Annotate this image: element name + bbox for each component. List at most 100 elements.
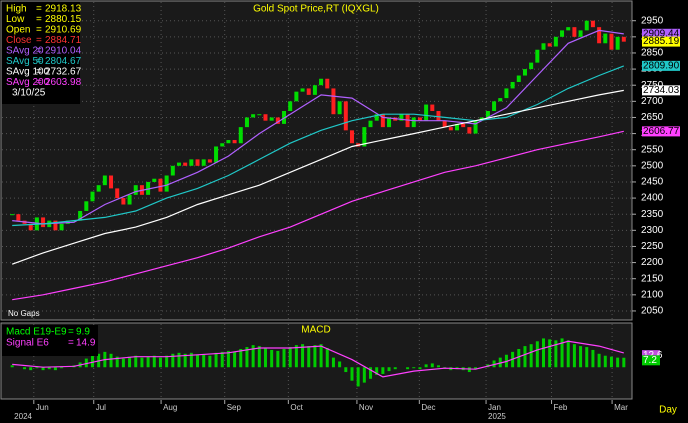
x-tick-label: Nov — [359, 403, 373, 412]
legend-value: 2910.69 — [45, 25, 82, 36]
candle-body — [133, 185, 138, 195]
candle-body — [269, 117, 274, 121]
candle-body — [399, 114, 404, 121]
x-tick-label: Feb — [554, 403, 568, 412]
candle-body — [485, 110, 490, 118]
candle-body — [590, 20, 595, 28]
candle-body — [146, 181, 151, 195]
candle-body — [84, 201, 89, 211]
macd-bar — [140, 357, 144, 368]
macd-bar — [319, 344, 323, 368]
macd-bar — [233, 351, 237, 368]
legend-value: 14.9 — [76, 338, 96, 349]
legend-value: 2880.15 — [45, 14, 82, 25]
candle-body — [16, 214, 21, 221]
legend-value: 2732.67 — [45, 67, 82, 78]
price-marker-label: 2909.44 — [643, 28, 680, 39]
candle-body — [461, 123, 466, 128]
candle-body — [424, 104, 429, 121]
macd-bar — [548, 339, 552, 368]
candle-body — [510, 81, 515, 89]
macd-bar — [591, 349, 595, 368]
price-marker-label: 2734.03 — [643, 85, 680, 96]
candle-body — [603, 33, 608, 44]
macd-bar — [566, 340, 570, 368]
candle-body — [176, 162, 181, 166]
macd-bar — [325, 348, 329, 368]
line — [12, 65, 625, 227]
macd-bar — [362, 367, 366, 383]
x-label: Day — [659, 405, 677, 416]
y-tick-label: 2500 — [641, 160, 664, 171]
legend-label: Close — [6, 35, 32, 46]
y-tick-label: 2650 — [641, 112, 664, 123]
candle-body — [430, 104, 435, 111]
legend-sep: = — [36, 35, 42, 46]
candle-body — [28, 223, 33, 231]
candle-body — [566, 27, 571, 31]
candle-body — [78, 210, 83, 221]
candle-body — [207, 159, 212, 163]
x-tick-label: Mar — [614, 403, 628, 412]
legend-label: Signal E6 — [6, 338, 49, 349]
macd-bar — [165, 355, 169, 368]
x-tick-label: Oct — [290, 403, 303, 412]
macd-bar — [523, 346, 527, 368]
macd-marker-label: 12.6 — [643, 350, 663, 361]
note: No Gaps — [8, 309, 40, 318]
candle-body — [214, 146, 219, 163]
macd-bar — [535, 341, 539, 368]
candle-body — [584, 20, 589, 31]
candle-body — [615, 36, 620, 50]
y-tick-label: 2700 — [641, 96, 664, 107]
price-panel — [0, 0, 633, 321]
candle-body — [547, 43, 552, 47]
candle-body — [275, 117, 280, 124]
candle-body — [417, 117, 422, 121]
candle-body — [90, 191, 95, 202]
candle-body — [306, 88, 311, 95]
legend-label: Low — [6, 14, 25, 25]
macd-bar — [622, 357, 626, 368]
macd-bar — [436, 365, 440, 368]
macd-bar — [121, 358, 125, 368]
macd-bar — [307, 346, 311, 368]
candle-body — [226, 140, 231, 144]
macd-bar — [393, 367, 397, 370]
x-tick-label: Jul — [96, 403, 106, 412]
macd-bar — [270, 349, 274, 368]
candle-body — [560, 30, 565, 37]
y-tick-label: 2150 — [641, 273, 664, 284]
macd-bar — [288, 347, 292, 368]
candle-body — [572, 27, 577, 37]
candle-body — [411, 117, 416, 128]
x-tick-label: Aug — [163, 403, 177, 412]
legend-sep: = — [68, 327, 74, 338]
candle-body — [455, 123, 460, 131]
macd-bar — [338, 361, 342, 368]
legend-label: SAvg 200 — [6, 77, 50, 88]
legend-value: 2918.13 — [45, 4, 82, 15]
legend-sep: = — [36, 4, 42, 15]
candle-body — [183, 162, 188, 166]
macd-bar — [301, 344, 305, 368]
macd-bar — [560, 338, 564, 368]
y-tick-label: 2450 — [641, 177, 664, 188]
macd-bar — [331, 357, 335, 368]
price-marker — [642, 28, 680, 39]
candle-body — [362, 127, 367, 147]
macd-bar — [356, 367, 360, 387]
candle-body — [238, 127, 243, 144]
y-tick-label: 2750 — [641, 80, 664, 91]
macd-bar — [239, 348, 243, 368]
candle-body — [158, 178, 163, 192]
macd-bar — [412, 367, 416, 369]
y-tick-label: 2350 — [641, 209, 664, 220]
candle-body — [516, 75, 521, 82]
macd-bar — [418, 367, 422, 370]
macd-bar — [375, 367, 379, 375]
macd-bar — [467, 367, 471, 373]
candle-body — [349, 130, 354, 144]
y-tick-label: 2050 — [641, 306, 664, 317]
candle-body — [41, 217, 46, 228]
